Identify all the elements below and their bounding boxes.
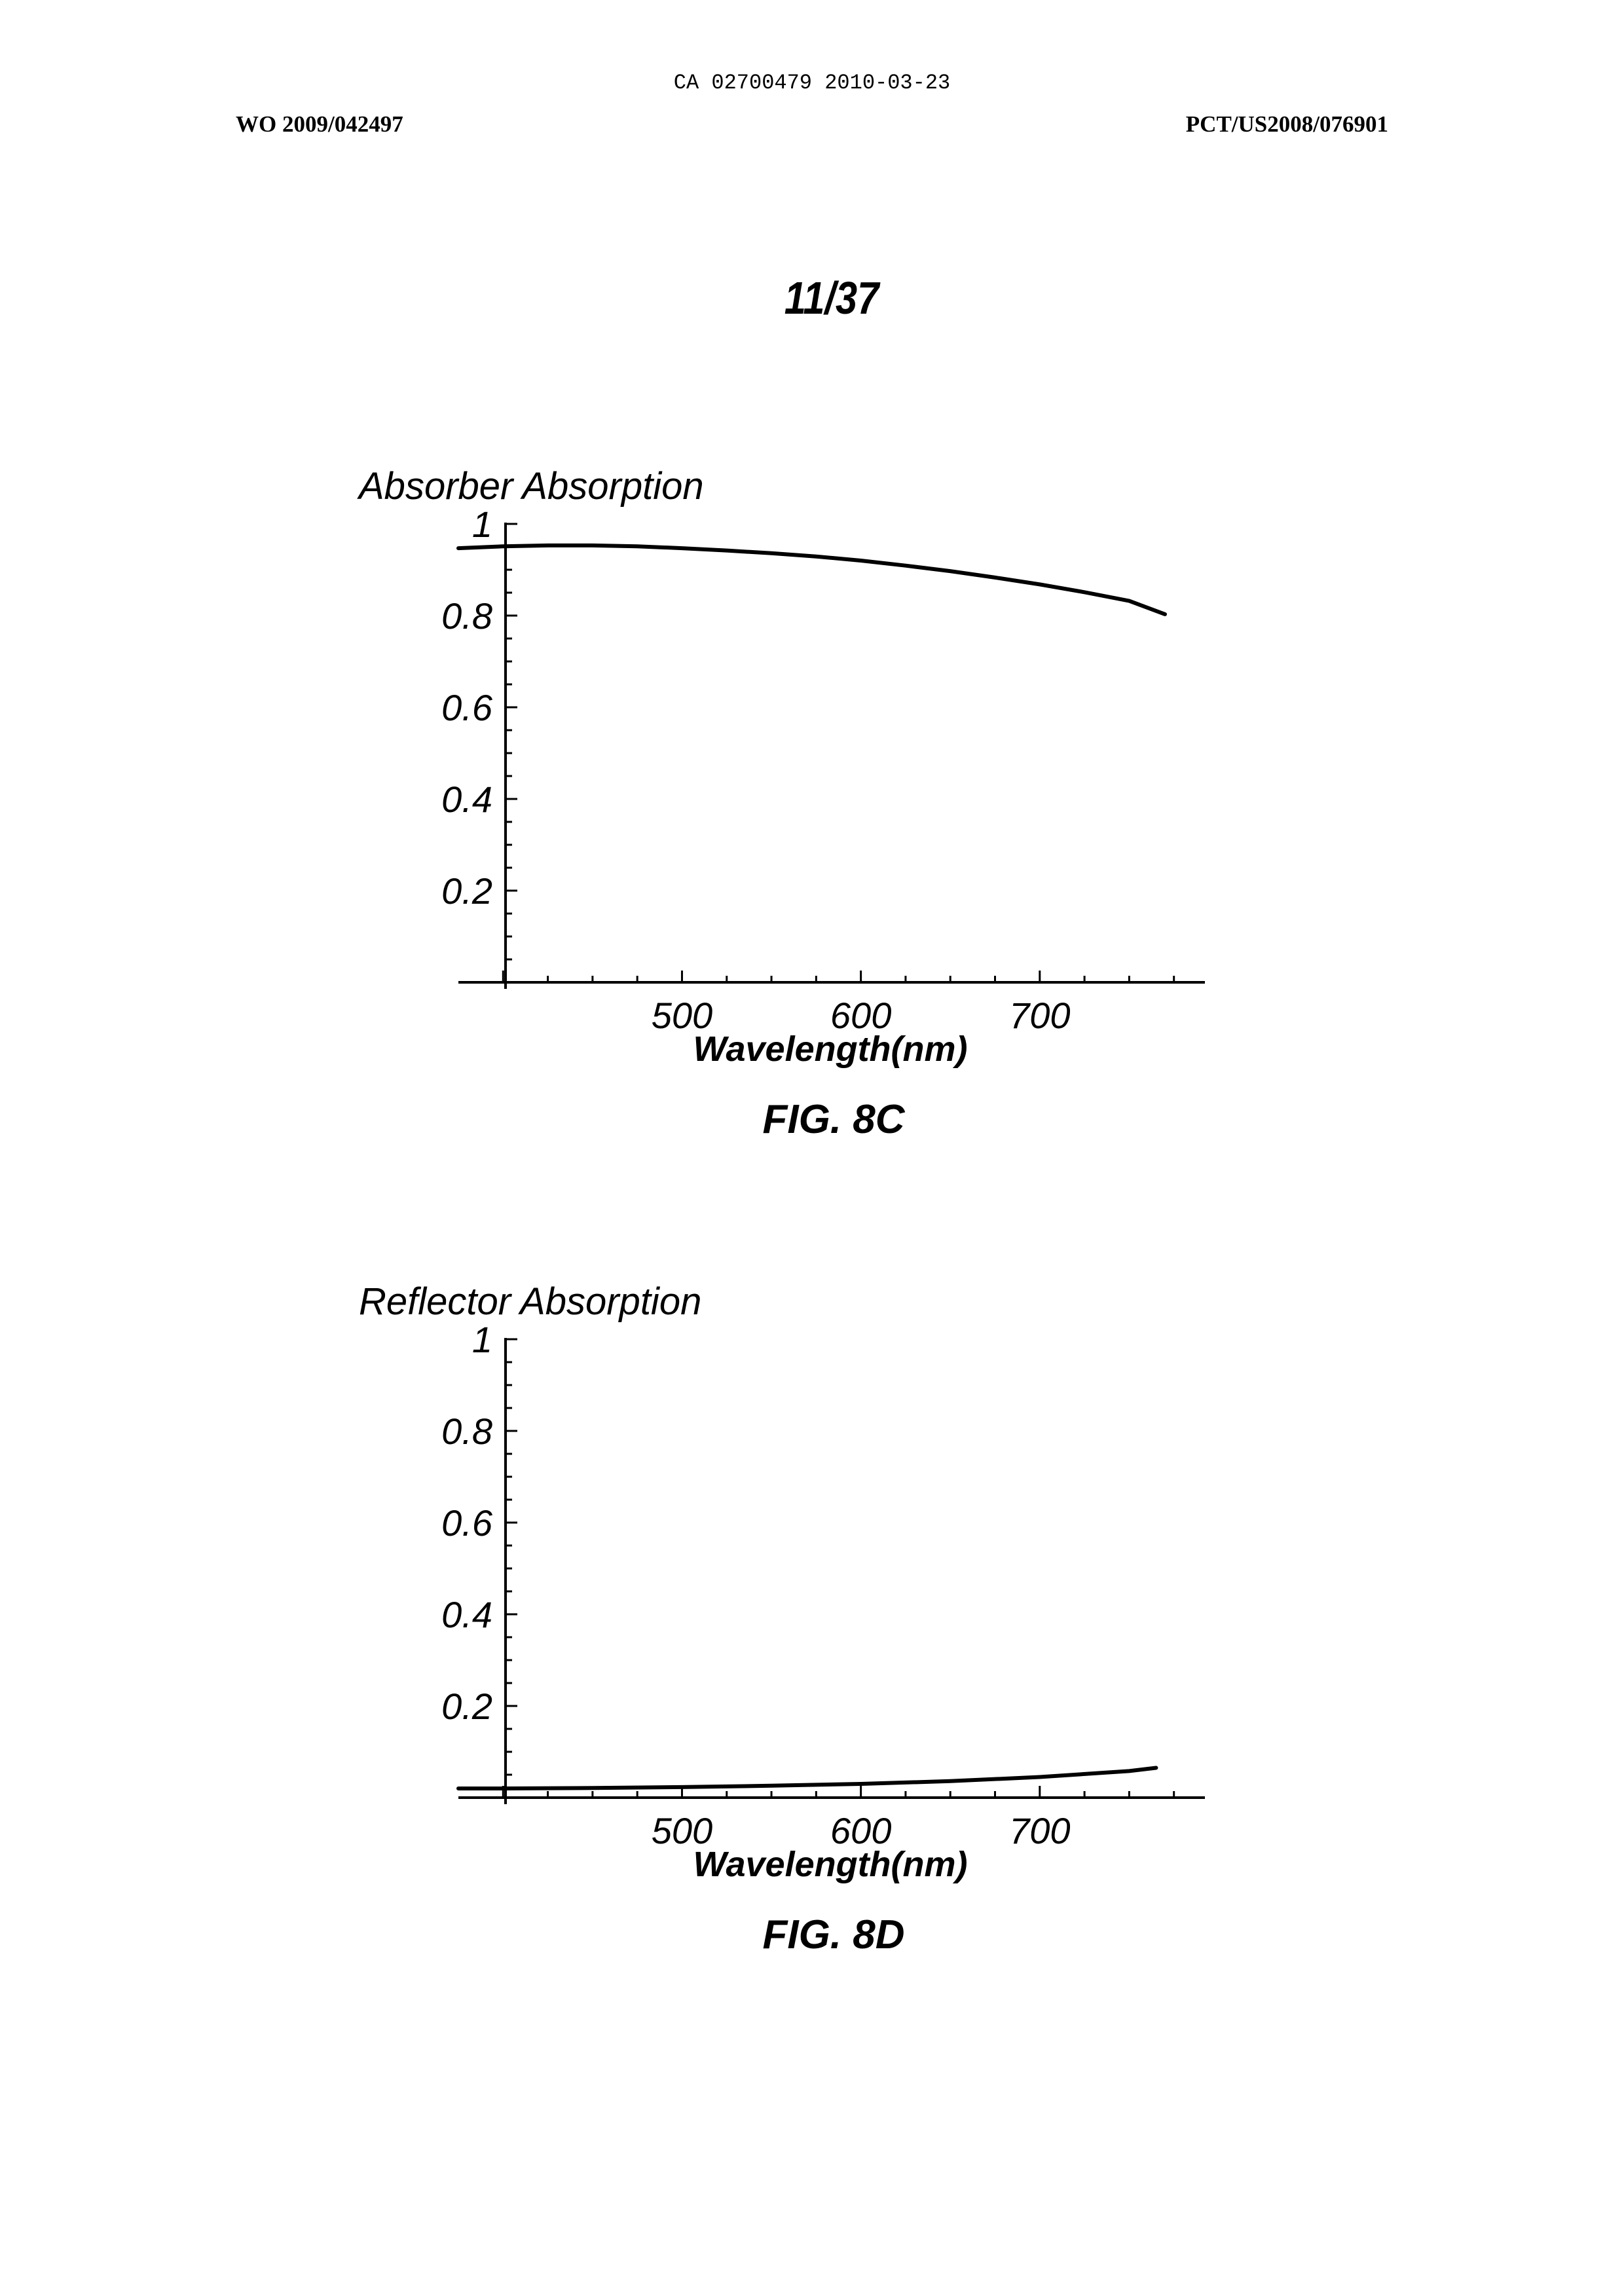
y-tick-label: 1 [472,504,492,545]
y-tick-label: 0.4 [441,779,492,820]
sheet-number: 11/37 [141,272,1522,324]
y-tick-label: 0.2 [441,1686,492,1727]
y-tick-label: 0.6 [441,1502,493,1544]
x-axis-label: Wavelength(nm) [693,1845,967,1884]
y-tick-label: 0.8 [441,1411,492,1452]
y-tick-label: 0.2 [441,870,492,912]
publication-number: WO 2009/042497 [236,111,403,138]
x-axis-label: Wavelength(nm) [693,1029,967,1069]
y-tick-label: 1 [472,1319,492,1360]
document-id: CA 02700479 2010-03-23 [0,71,1624,95]
y-tick-label: 0.6 [441,687,493,728]
chart-fig-8c: 0.20.40.60.81500600700Absorber Absorptio… [0,445,1624,1166]
chart-fig-8d: 0.20.40.60.81500600700Reflector Absorpti… [0,1261,1624,1981]
figure-caption: FIG. 8C [762,1097,905,1142]
y-tick-label: 0.8 [441,595,492,637]
x-tick-label: 700 [1009,1810,1070,1851]
y-tick-label: 0.4 [441,1594,492,1635]
series-line [458,546,1165,614]
application-number: PCT/US2008/076901 [1186,111,1388,138]
x-tick-label: 700 [1009,995,1070,1036]
y-axis-label: Reflector Absorption [359,1280,701,1323]
figure-caption: FIG. 8D [762,1912,904,1957]
y-axis-label: Absorber Absorption [357,465,704,508]
series-line [458,1768,1156,1789]
